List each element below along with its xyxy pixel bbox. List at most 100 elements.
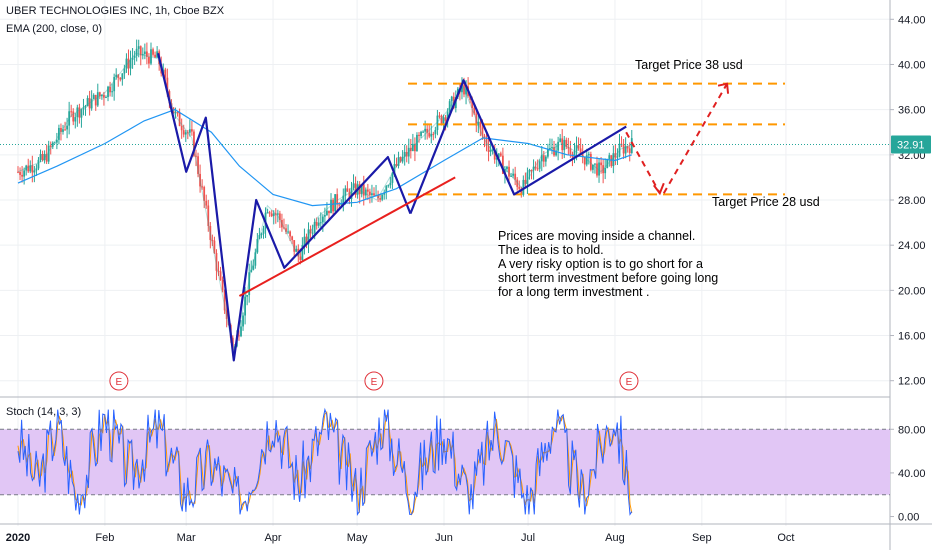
y-tick-label: 0.00 — [898, 512, 919, 524]
candle-body — [565, 139, 568, 147]
close-price-line — [17, 52, 632, 353]
candle-body — [326, 210, 328, 216]
arrowhead-up — [717, 82, 730, 94]
candle-body — [487, 145, 490, 152]
candle-body — [72, 111, 75, 122]
candle-body — [293, 240, 296, 252]
candle-body — [240, 326, 242, 337]
candle-body — [579, 148, 582, 155]
candle-body — [70, 111, 73, 113]
candle-body — [618, 143, 621, 157]
candle-body — [64, 129, 66, 131]
candle-body — [25, 165, 28, 171]
candle-body — [512, 173, 515, 176]
candle-body — [164, 69, 167, 78]
candle-body — [559, 138, 562, 142]
candle-body — [137, 46, 140, 49]
candle-body — [332, 199, 334, 212]
candle-body — [23, 170, 26, 177]
zigzag-line-early — [157, 52, 412, 362]
candle-body — [315, 222, 318, 226]
candle-body — [444, 117, 447, 121]
candle-body — [546, 149, 549, 157]
time-axis[interactable]: 2020 Feb Mar Apr May Jun Jul Aug Sep Oct — [6, 532, 795, 544]
candle-body — [495, 157, 498, 160]
candle-body — [323, 215, 326, 217]
candle-body — [219, 271, 222, 280]
candle-body — [68, 111, 71, 126]
candle-body — [561, 138, 564, 151]
candle-body — [428, 132, 431, 137]
x-tick-label: 2020 — [6, 532, 30, 544]
candle-body — [489, 150, 492, 152]
candle-body — [174, 112, 177, 114]
candle-body — [409, 147, 412, 152]
note-line: A very risky option is to go short for a — [498, 257, 703, 271]
stoch-indicator-label[interactable]: Stoch (14, 3, 3) — [6, 406, 82, 418]
price-axis[interactable]: 12.0016.0020.0024.0028.0032.0036.0040.00… — [890, 14, 926, 388]
candle-body — [129, 59, 132, 69]
candle-body — [53, 142, 56, 144]
candle-body — [336, 194, 339, 205]
candle-body — [49, 145, 52, 147]
stoch-axis[interactable]: 0.00 40.00 80.00 — [890, 424, 926, 524]
candle-body — [532, 166, 535, 171]
candle-body — [491, 149, 494, 151]
candle-body — [340, 204, 343, 206]
candle-body — [366, 189, 369, 192]
earnings-marker-label: E — [116, 377, 123, 388]
candle-body — [90, 99, 93, 109]
candle-body — [268, 212, 271, 214]
candle-body — [434, 130, 437, 134]
candle-body — [256, 239, 259, 253]
earnings-marker — [619, 371, 639, 391]
candle-body — [191, 129, 193, 132]
candle-body — [55, 139, 58, 143]
candle-body — [522, 179, 525, 195]
ema-indicator-label[interactable]: EMA (200, close, 0) — [6, 23, 102, 35]
candle-body — [246, 295, 249, 297]
candle-body — [358, 184, 361, 195]
candle-body — [43, 153, 46, 161]
candle-body — [117, 74, 120, 78]
candle-body — [121, 73, 124, 80]
candle-body — [197, 156, 199, 174]
candle-body — [475, 113, 478, 126]
candle-body — [377, 195, 379, 199]
candle-body — [606, 159, 609, 169]
candle-body — [113, 77, 116, 92]
candle-body — [203, 187, 206, 201]
x-tick-label: Jul — [521, 532, 535, 544]
x-tick-label: Apr — [264, 532, 281, 544]
x-tick-label: Mar — [177, 532, 196, 544]
candle-body — [334, 194, 337, 212]
candle-body — [86, 98, 89, 107]
candle-body — [422, 131, 424, 133]
x-tick-label: Jun — [435, 532, 453, 544]
candle-body — [305, 236, 308, 245]
candle-body — [127, 58, 130, 69]
candle-body — [330, 199, 332, 214]
candle-body — [399, 157, 402, 162]
last-price-badge — [891, 135, 931, 154]
candle-body — [432, 133, 435, 135]
candle-body — [501, 155, 504, 174]
last-price-tag: 32.91 — [891, 135, 931, 154]
candle-body — [371, 193, 373, 196]
candle-body — [289, 231, 292, 237]
candle-body — [45, 153, 48, 162]
candle-body — [154, 54, 156, 58]
projection-down-arrow — [625, 131, 661, 194]
candle-body — [624, 146, 627, 154]
candle-body — [389, 182, 392, 186]
candle-body — [465, 86, 467, 95]
candle-body — [321, 216, 324, 223]
candle-body — [338, 204, 341, 206]
candle-body — [420, 131, 422, 136]
candle-body — [17, 171, 19, 173]
candle-body — [100, 94, 103, 97]
candle-body — [555, 150, 557, 156]
candle-body — [184, 132, 187, 135]
candle-body — [221, 279, 224, 290]
candle-body — [135, 48, 138, 56]
